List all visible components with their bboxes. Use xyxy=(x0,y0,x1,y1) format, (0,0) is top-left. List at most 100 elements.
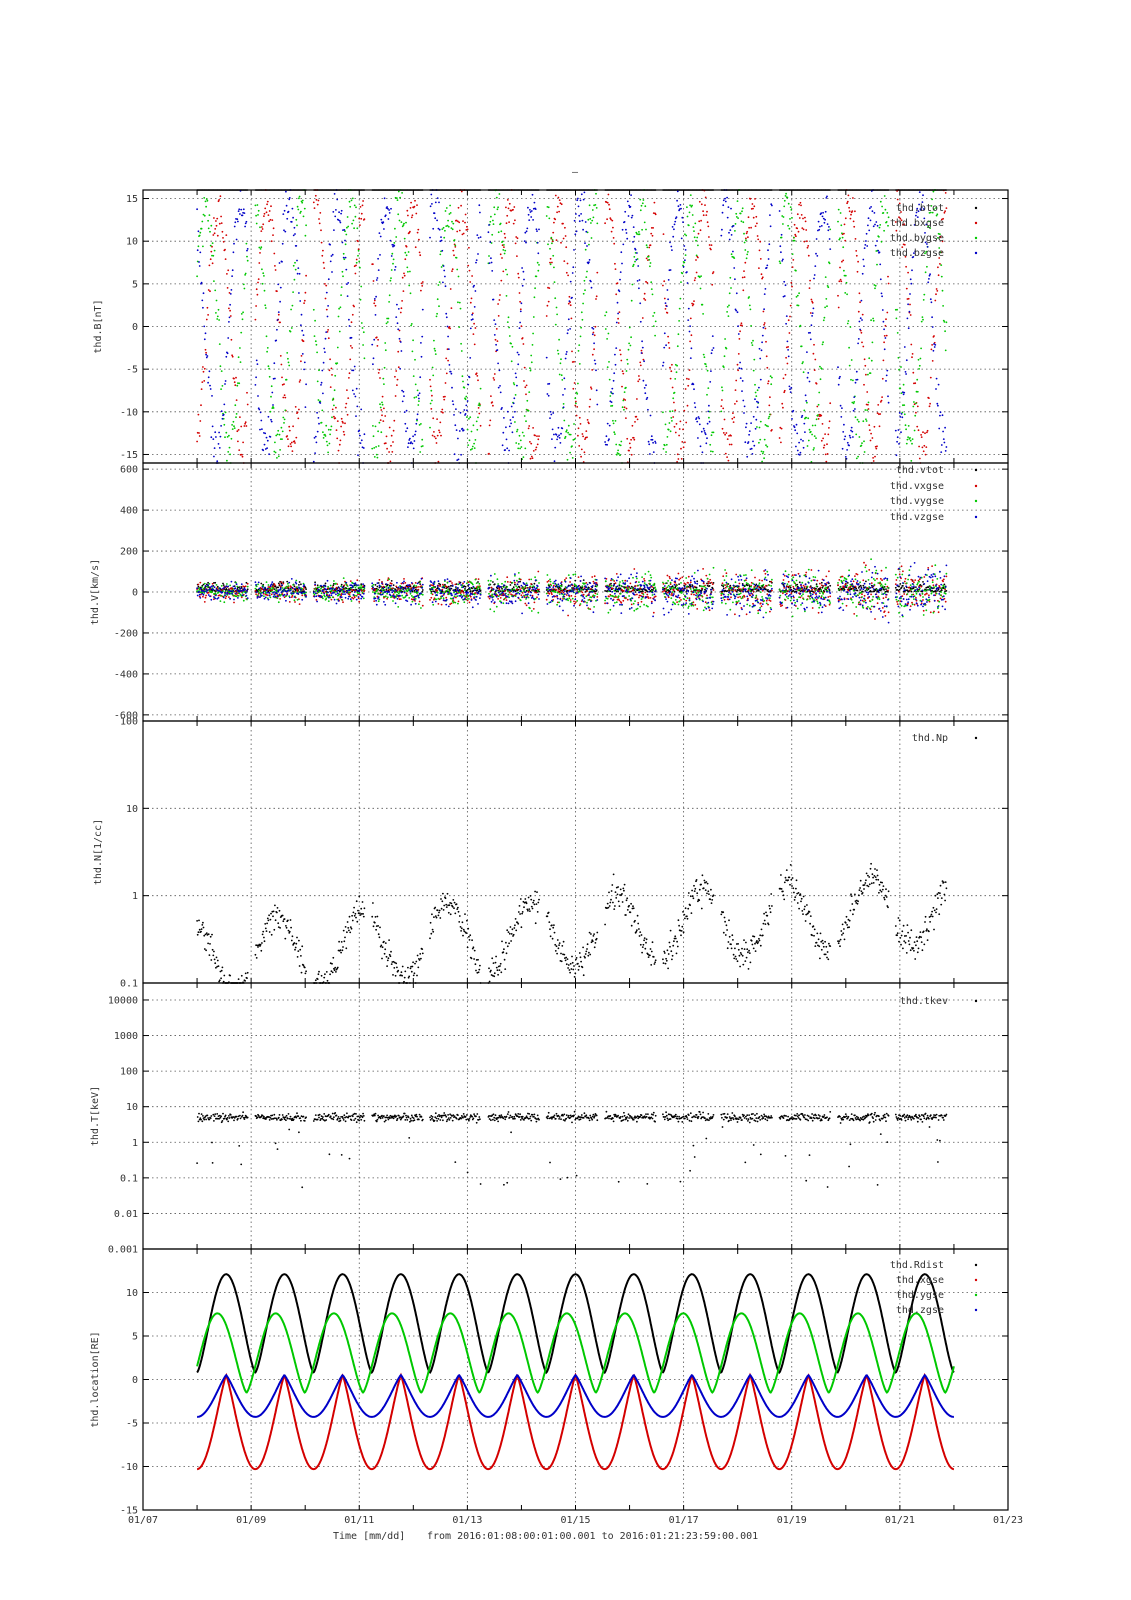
data-point xyxy=(787,319,790,322)
legend-marker xyxy=(974,251,978,255)
data-point xyxy=(303,299,306,302)
data-point xyxy=(505,438,508,441)
data-point xyxy=(747,251,749,253)
data-point xyxy=(849,326,852,328)
data-point xyxy=(591,209,594,211)
data-point xyxy=(693,230,695,233)
data-point xyxy=(612,237,615,239)
data-point xyxy=(805,400,808,402)
data-point xyxy=(941,414,944,417)
data-point xyxy=(339,221,342,224)
data-point xyxy=(506,214,509,217)
data-point xyxy=(457,458,460,461)
data-point xyxy=(928,278,930,280)
data-point xyxy=(604,328,607,330)
data-point xyxy=(441,408,444,411)
data-point xyxy=(864,244,867,246)
data-point xyxy=(318,222,321,225)
data-point xyxy=(614,268,617,270)
data-point xyxy=(883,348,886,351)
data-point xyxy=(421,589,424,591)
data-point xyxy=(444,229,446,232)
data-point xyxy=(266,350,268,353)
data-point xyxy=(688,211,691,214)
data-point xyxy=(537,269,540,272)
data-point xyxy=(565,246,568,249)
data-point xyxy=(935,377,938,380)
data-point xyxy=(221,417,224,420)
data-point xyxy=(202,366,204,368)
data-point xyxy=(421,285,424,287)
data-point xyxy=(322,437,325,439)
data-point xyxy=(361,327,364,329)
data-point xyxy=(220,370,223,372)
data-point xyxy=(283,209,286,212)
data-point xyxy=(354,395,357,398)
data-point xyxy=(708,416,710,419)
data-point xyxy=(358,260,361,263)
y-tick-label: 5 xyxy=(132,279,138,290)
data-point xyxy=(360,583,363,586)
data-point xyxy=(843,232,845,235)
data-point xyxy=(642,199,645,201)
data-point xyxy=(465,395,468,398)
data-point xyxy=(916,378,919,381)
data-point xyxy=(237,440,239,443)
panel-1: -15-10-5051015thd.B[nT]thd.btotthd.bxgse… xyxy=(93,189,1009,464)
data-point xyxy=(569,433,572,436)
data-point xyxy=(750,325,752,327)
data-point xyxy=(269,218,272,221)
data-point xyxy=(785,322,787,325)
data-point xyxy=(571,445,573,447)
data-point xyxy=(394,395,397,397)
data-point xyxy=(281,438,283,440)
data-point xyxy=(454,246,457,248)
data-point xyxy=(556,349,559,352)
data-point xyxy=(643,297,645,300)
data-point xyxy=(436,312,438,315)
data-point xyxy=(837,383,840,386)
data-point xyxy=(752,440,754,443)
data-point xyxy=(623,391,626,393)
data-point xyxy=(654,213,657,216)
data-point xyxy=(823,444,826,447)
data-point xyxy=(332,584,335,587)
data-point xyxy=(582,579,585,581)
data-point xyxy=(490,215,492,218)
data-point xyxy=(268,453,270,456)
data-point xyxy=(652,325,655,327)
data-point xyxy=(316,380,319,383)
data-point xyxy=(237,429,240,431)
data-point xyxy=(434,353,437,355)
data-point xyxy=(855,457,858,460)
data-point xyxy=(462,429,465,431)
data-point xyxy=(397,190,400,193)
data-point xyxy=(813,447,815,449)
data-point xyxy=(348,377,350,379)
data-point xyxy=(392,584,395,587)
data-point xyxy=(268,367,270,370)
data-point xyxy=(911,353,914,355)
data-point xyxy=(780,427,783,430)
data-point xyxy=(607,332,610,335)
data-point xyxy=(639,361,642,364)
data-point xyxy=(635,258,638,261)
data-point xyxy=(440,266,443,268)
data-point xyxy=(547,300,550,303)
data-point xyxy=(231,355,234,358)
data-point xyxy=(478,402,481,405)
data-point xyxy=(508,425,511,428)
data-point xyxy=(748,430,751,432)
data-point xyxy=(323,347,326,350)
data-point xyxy=(491,270,494,272)
data-point xyxy=(604,314,606,317)
panel-2-data xyxy=(196,558,948,624)
data-point xyxy=(933,335,935,337)
data-point xyxy=(232,251,235,254)
data-point xyxy=(726,456,728,458)
data-point xyxy=(583,451,586,454)
data-point xyxy=(437,460,440,463)
data-point xyxy=(619,454,621,457)
data-point xyxy=(213,232,216,235)
data-point xyxy=(930,301,933,304)
